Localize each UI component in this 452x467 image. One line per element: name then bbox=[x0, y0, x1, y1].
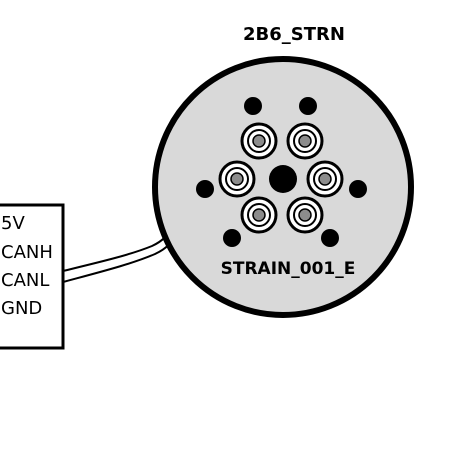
mounting-hole bbox=[223, 229, 241, 247]
cable bbox=[62, 225, 177, 283]
cable-wire-upper bbox=[62, 225, 173, 272]
bolt-hole bbox=[306, 160, 344, 198]
bolt-hole bbox=[240, 196, 278, 234]
connector-pin-label: 5V bbox=[1, 213, 25, 234]
bolt-hole bbox=[218, 160, 256, 198]
sensor-title: 2B6_STRN bbox=[243, 24, 345, 45]
center-hole bbox=[269, 165, 297, 193]
connector-pin-label: CANH bbox=[1, 242, 53, 263]
mounting-hole bbox=[244, 97, 262, 115]
connector-box bbox=[0, 203, 65, 350]
mounting-hole bbox=[349, 180, 367, 198]
mounting-hole bbox=[299, 97, 317, 115]
bolt-hole bbox=[240, 122, 278, 160]
mounting-hole bbox=[321, 229, 339, 247]
mounting-holes bbox=[196, 97, 367, 247]
mounting-hole bbox=[196, 180, 214, 198]
sensor-model-label: STRAIN_001_E bbox=[221, 259, 356, 279]
bolt-hole bbox=[286, 196, 324, 234]
bolt-hole bbox=[286, 122, 324, 160]
connector-pin-label: CANL bbox=[1, 270, 49, 291]
bolt-holes bbox=[218, 122, 344, 234]
connector-pin-label: GND bbox=[1, 298, 42, 319]
